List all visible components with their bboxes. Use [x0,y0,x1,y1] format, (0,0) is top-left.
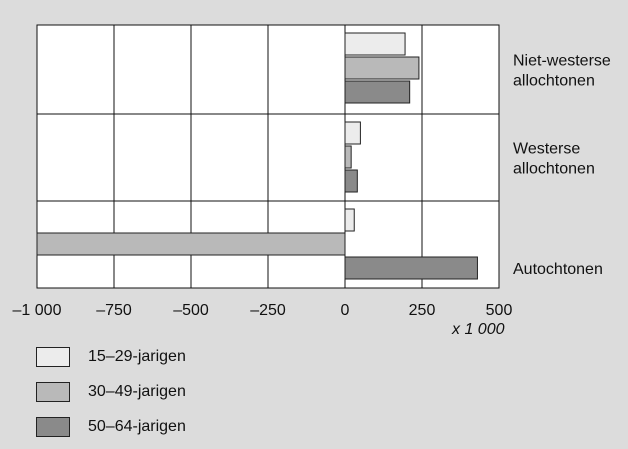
legend-swatch-30-49 [36,382,70,402]
legend-swatch-15-29 [36,347,70,367]
x-tick-label-2: –500 [173,302,209,319]
bar-2-0 [344,208,355,232]
x-tick-label-1: –750 [96,302,132,319]
legend-item-30-49: 30–49-jarigen [36,379,186,405]
legend-label-30-49: 30–49-jarigen [88,383,186,400]
bar-0-2 [344,80,411,104]
legend-label-15-29: 15–29-jarigen [88,348,186,365]
bar-1-1 [344,145,352,169]
x-tick-label-5: 250 [409,302,436,319]
legend-swatch-50-64 [36,417,70,437]
legend-item-15-29: 15–29-jarigen [36,344,186,370]
x-tick-label-6: 500 [486,302,513,319]
legend: 15–29-jarigen 30–49-jarigen 50–64-jarige… [36,344,186,449]
category-label-0: Niet-westerse allochtonen [513,53,611,90]
legend-item-50-64: 50–64-jarigen [36,414,186,440]
x-tick-label-3: –250 [250,302,286,319]
bar-2-2 [344,256,478,280]
bar-1-0 [344,121,361,145]
bar-0-0 [344,32,406,56]
x-tick-label-4: 0 [341,302,350,319]
bar-chart: Niet-westerse allochtonen Westerse allochto… [13,24,611,319]
category-label-1: Westerse allochtonen [513,141,595,178]
legend-label-50-64: 50–64-jarigen [88,418,186,435]
x-tick-label-0: –1 000 [13,302,62,319]
bar-2-1 [36,232,346,256]
x-axis-unit: x 1 000 [452,321,505,338]
bar-1-2 [344,169,358,193]
bar-0-1 [344,56,420,80]
category-label-2: Autochtonen [513,261,603,278]
